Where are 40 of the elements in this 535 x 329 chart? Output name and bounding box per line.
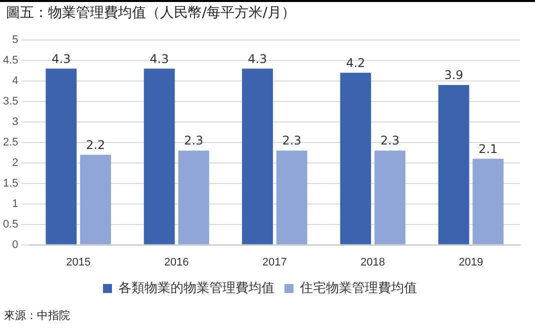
data-label: 4.3 <box>150 52 169 66</box>
bar <box>472 158 504 244</box>
x-tick-label: 2016 <box>164 256 189 268</box>
y-tick-label: 3.5 <box>2 95 18 108</box>
legend-label: 各類物業的物業管理費均值 <box>118 280 274 296</box>
y-tick-label: 2.5 <box>2 136 18 148</box>
bar <box>178 150 210 244</box>
bar <box>438 85 470 244</box>
bar <box>374 150 406 244</box>
y-tick-label: 4 <box>12 74 18 87</box>
legend-label: 住宅物業管理費均值 <box>299 280 417 296</box>
chart-title: 圖五：物業管理費均值（人民幣/每平方米/月） <box>6 4 296 22</box>
y-tick-label: 4.5 <box>2 54 18 67</box>
y-tick-label: 0 <box>12 238 18 251</box>
y-tick-label: 1 <box>12 198 18 210</box>
y-tick-label: 0.5 <box>2 218 18 230</box>
bar <box>46 68 77 244</box>
data-label: 2.2 <box>86 138 106 152</box>
bar <box>340 72 372 244</box>
data-label: 4.3 <box>52 52 71 66</box>
x-tick-label: 2017 <box>262 256 287 268</box>
text: 來源：中指院 <box>4 308 70 323</box>
data-label: 2.3 <box>380 134 400 148</box>
y-tick-label: 1.5 <box>2 177 18 190</box>
bar <box>80 154 111 244</box>
data-label: 4.3 <box>248 52 268 66</box>
data-label: 2.1 <box>478 142 498 156</box>
bar <box>144 68 175 244</box>
x-tick-label: 2019 <box>458 256 484 268</box>
x-tick-label: 2015 <box>66 256 91 268</box>
y-tick-label: 2 <box>12 156 18 169</box>
x-tick-label: 2018 <box>360 256 386 268</box>
data-label: 2.3 <box>184 134 204 148</box>
y-tick-label: 3 <box>12 116 18 128</box>
y-tick-label: 5 <box>12 34 18 46</box>
data-label: 4.2 <box>346 56 366 70</box>
bar <box>276 150 308 244</box>
data-label: 2.3 <box>282 134 302 148</box>
bar <box>242 68 273 244</box>
data-label: 3.9 <box>444 68 464 82</box>
